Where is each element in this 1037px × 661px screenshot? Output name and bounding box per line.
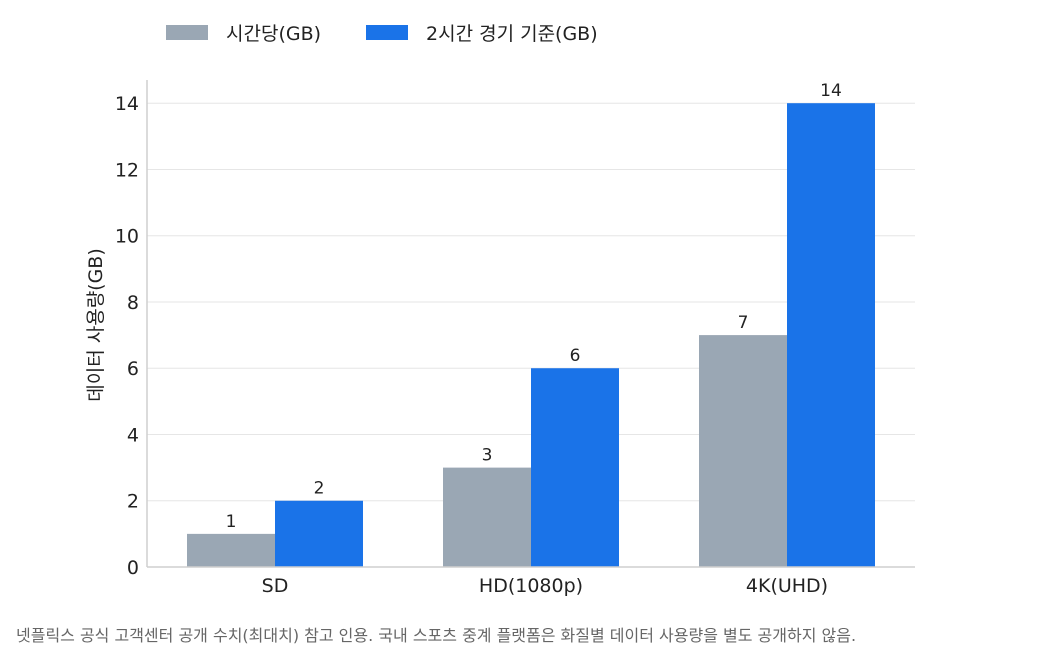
legend: 시간당(GB) 2시간 경기 기준(GB) (166, 23, 598, 45)
data-label: 7 (738, 313, 749, 333)
x-tick-label: 4K(UHD) (746, 575, 828, 597)
y-tick-label: 0 (127, 557, 139, 579)
y-axis-label: 데이터 사용량(GB) (85, 248, 107, 402)
y-tick-label: 8 (127, 292, 139, 314)
source-caption: 넷플릭스 공식 고객센터 공개 수치(최대치) 참고 인용. 국내 스포츠 중계… (16, 626, 857, 645)
legend-swatch (366, 25, 408, 40)
y-tick-label: 10 (115, 226, 139, 248)
y-tick-label: 12 (115, 159, 139, 181)
data-label: 3 (482, 446, 493, 466)
data-label: 14 (820, 81, 842, 101)
legend-swatch (166, 25, 208, 40)
bars: 1 2 3 6 7 14 (187, 81, 875, 567)
bar (699, 335, 787, 567)
y-tick-label: 2 (127, 491, 139, 513)
bar (275, 500, 363, 567)
y-tick-label: 6 (127, 358, 139, 380)
y-tick-label: 4 (127, 424, 139, 446)
data-label: 2 (314, 479, 325, 499)
bar (787, 103, 875, 567)
y-tick-label: 14 (115, 93, 139, 115)
bar (443, 467, 531, 567)
legend-label: 2시간 경기 기준(GB) (426, 23, 598, 45)
x-tick-label: HD(1080p) (479, 575, 583, 597)
data-label: 1 (226, 512, 237, 532)
bar (187, 533, 275, 567)
data-label: 6 (570, 346, 581, 366)
bar (531, 368, 619, 567)
legend-label: 시간당(GB) (226, 23, 321, 45)
x-tick-label: SD (262, 575, 289, 597)
